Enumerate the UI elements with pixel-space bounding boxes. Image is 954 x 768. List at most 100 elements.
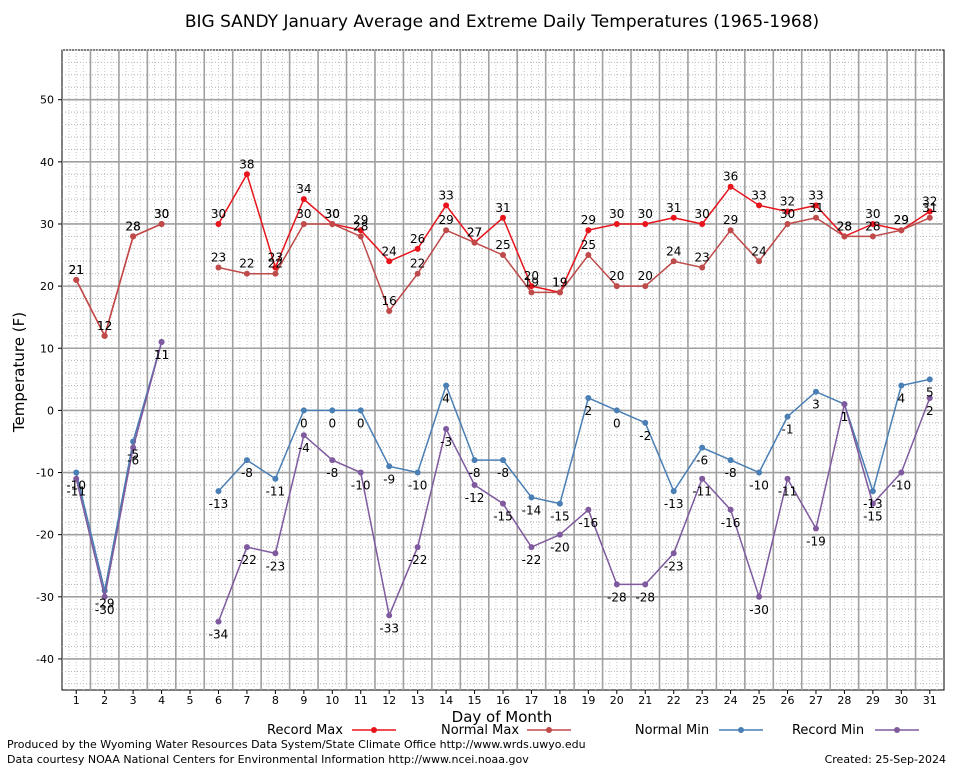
x-tick-label: 7 <box>243 694 250 707</box>
record-min-data-label: -22 <box>408 553 428 567</box>
record-min-data-label: 1 <box>841 410 849 424</box>
record-max-data-label: 30 <box>325 207 340 221</box>
record-max-data-label: 30 <box>638 207 653 221</box>
normal-max-point <box>243 270 250 277</box>
record-min-data-label: -23 <box>664 559 684 573</box>
normal-min-data-label: 4 <box>898 392 906 406</box>
normal-min-point <box>898 382 905 389</box>
normal-max-data-label: 21 <box>69 263 84 277</box>
normal-max-data-label: 27 <box>467 226 482 240</box>
record-max-point <box>272 264 279 271</box>
normal-min-data-label: -9 <box>383 472 395 486</box>
record-max-data-label: 32 <box>922 195 937 209</box>
plot-area <box>61 49 945 691</box>
normal-min-point <box>300 407 307 414</box>
normal-max-line <box>218 216 931 313</box>
record-min-data-label: -8 <box>326 466 338 480</box>
normal-min-data-label: 0 <box>613 416 621 430</box>
normal-max-point <box>300 220 307 227</box>
record-min-point <box>443 426 450 433</box>
normal-max-point <box>528 289 535 296</box>
record-min-line <box>217 397 931 622</box>
normal-min-line <box>75 341 163 591</box>
legend-label-record-max: Record Max <box>267 723 343 738</box>
footer-created-date: Created: 25-Sep-2024 <box>824 753 946 766</box>
record-max-data-label: 33 <box>438 188 453 202</box>
record-max-point <box>443 202 450 209</box>
record-max-point <box>642 220 649 227</box>
record-max-data-label: 30 <box>695 207 710 221</box>
normal-max-data-label: 19 <box>524 275 539 289</box>
record-min-point <box>841 401 848 408</box>
x-tick-label: 29 <box>866 694 880 707</box>
record-max-point <box>414 245 421 252</box>
x-tick-label: 12 <box>382 694 396 707</box>
normal-max-data-label: 12 <box>97 319 112 333</box>
normal-max-data-label: 28 <box>125 219 140 233</box>
y-tick-label: 30 <box>40 218 54 231</box>
x-tick-label: 16 <box>496 694 510 707</box>
normal-min-point <box>556 500 563 507</box>
record-max-point <box>243 171 250 178</box>
record-max-point <box>699 220 706 227</box>
normal-max-data-label: 16 <box>382 294 397 308</box>
grid-lines <box>62 49 944 690</box>
normal-max-data-label: 28 <box>353 219 368 233</box>
x-tick-label: 8 <box>272 694 279 707</box>
normal-min-point <box>272 475 279 482</box>
normal-min-data-label: 11 <box>154 348 169 362</box>
normal-min-data-label: -10 <box>749 479 769 493</box>
record-min-point <box>869 500 876 507</box>
normal-max-point <box>869 233 876 240</box>
record-max-data-label: 21 <box>69 263 84 277</box>
normal-max-point <box>699 264 706 271</box>
normal-min-point <box>670 488 677 495</box>
record-min-point <box>101 593 108 600</box>
record-min-point <box>73 475 80 482</box>
record-min-point <box>585 506 592 513</box>
normal-min-point <box>243 457 250 464</box>
normal-max-point <box>670 258 677 265</box>
x-tick-label: 20 <box>610 694 624 707</box>
record-max-data-label: 24 <box>382 244 397 258</box>
x-tick-label: 4 <box>158 694 165 707</box>
normal-min-point <box>784 413 791 420</box>
record-max-data-label: 33 <box>808 188 823 202</box>
normal-min-point <box>357 407 364 414</box>
record-min-point <box>898 469 905 476</box>
normal-min-point <box>642 419 649 426</box>
record-max-data-label: 27 <box>467 226 482 240</box>
normal-min-data-label: 4 <box>442 392 450 406</box>
footer-data-courtesy: Data courtesy NOAA National Centers for … <box>7 753 529 766</box>
normal-min-data-label: -11 <box>266 485 286 499</box>
normal-min-point <box>727 457 734 464</box>
x-tick-label: 6 <box>215 694 222 707</box>
normal-max-point <box>756 258 763 265</box>
y-tick-label: -20 <box>36 529 54 542</box>
record-max-data-label: 29 <box>581 213 596 227</box>
normal-max-data-label: 29 <box>894 213 909 227</box>
normal-min-point <box>528 494 535 501</box>
normal-min-point <box>386 463 393 470</box>
record-max-data-label: 30 <box>154 207 169 221</box>
x-tick-label: 9 <box>300 694 307 707</box>
normal-max-data-label: 29 <box>723 213 738 227</box>
legend-label-normal-min: Normal Min <box>635 723 709 738</box>
record-min-data-label: -15 <box>493 510 513 524</box>
legend: Record Max Normal Max Normal Min Record Min <box>267 723 919 738</box>
normal-max-data-label: 20 <box>638 269 653 283</box>
record-max-data-label: 29 <box>353 213 368 227</box>
record-min-data-label: -22 <box>237 553 257 567</box>
x-tick-label: 14 <box>439 694 453 707</box>
record-max-line <box>217 172 931 294</box>
normal-min-data-label: 2 <box>585 404 593 418</box>
normal-max-point <box>471 239 478 246</box>
record-min-point <box>642 581 649 588</box>
normal-max-point <box>642 283 649 290</box>
normal-min-data-label: -6 <box>696 454 708 468</box>
record-max-data-label: 34 <box>296 182 311 196</box>
record-min-data-label: 2 <box>926 404 934 418</box>
record-min-line <box>75 341 163 597</box>
